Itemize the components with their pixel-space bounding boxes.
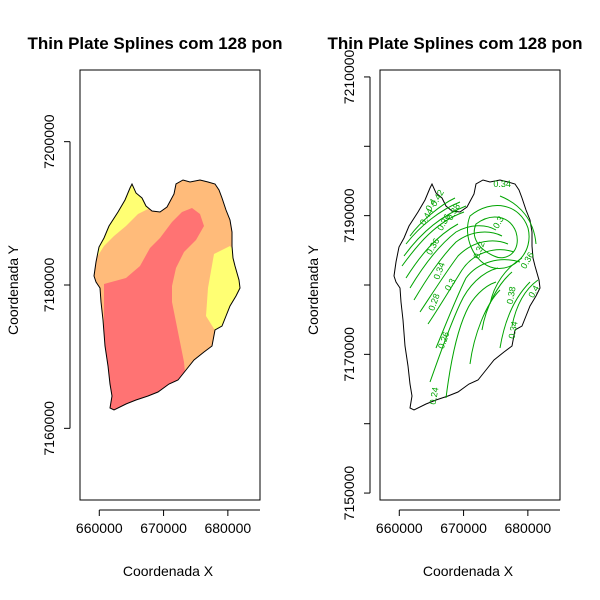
contour-line (473, 216, 518, 259)
contour-label: 0.4 (526, 284, 541, 300)
contour-label: 0.34 (507, 320, 520, 339)
contour-line (499, 195, 537, 245)
panel1-x-axis: 660000 670000 680000 (76, 509, 260, 536)
contour-line (469, 289, 501, 365)
y-tick-label: 7160000 (41, 401, 57, 456)
contour-line (401, 211, 465, 267)
panel1-zones (94, 180, 240, 410)
contour-line (427, 249, 515, 325)
contour-line (445, 281, 497, 399)
contour-line (499, 281, 531, 349)
x-tick-label: 670000 (140, 520, 187, 536)
panel2-contour-lines (401, 195, 539, 399)
panel-contour: Thin Plate Splines com 128 pon 0.340.30.… (305, 34, 583, 579)
panel2-region-outline (393, 179, 541, 411)
contour-line (409, 225, 497, 289)
x-tick-label: 660000 (76, 520, 123, 536)
panel2-title: Thin Plate Splines com 128 pon (327, 34, 582, 53)
contour-label: 0.38 (505, 286, 518, 305)
contour-label: 0.34 (493, 179, 511, 189)
panel1-x-label: Coordenada X (123, 563, 214, 579)
x-tick-label: 670000 (440, 520, 487, 536)
contour-label: 0.28 (426, 292, 441, 312)
y-tick-label: 7180000 (41, 258, 57, 313)
panel1-y-label: Coordenada Y (5, 244, 21, 335)
panel-heatmap: Thin Plate Splines com 128 pon 660000 670… (5, 34, 283, 579)
contour-line (405, 223, 459, 279)
contour-line (435, 259, 521, 349)
contour-label: 0.36 (424, 236, 441, 256)
y-tick-label: 7210000 (341, 49, 357, 104)
contour-line (429, 267, 499, 383)
panel1-y-axis: 7160000 7180000 7200000 (41, 114, 71, 456)
panel2-plot-box (379, 69, 561, 501)
y-tick-label: 7190000 (341, 188, 357, 243)
contour-line (466, 205, 530, 269)
y-tick-label: 7200000 (41, 114, 57, 169)
contour-line (405, 201, 461, 245)
panel1-title: Thin Plate Splines com 128 pon (27, 34, 282, 53)
contour-label: 0.24 (428, 386, 441, 405)
panel1-plot-box (79, 69, 261, 501)
contour-label: 0.3 (443, 277, 458, 293)
panel2-y-label: Coordenada Y (305, 244, 321, 335)
panel1-region-outline (93, 179, 241, 411)
contour-line (419, 240, 509, 313)
contour-line (403, 205, 467, 257)
contour-line (409, 197, 456, 237)
contour-line (413, 231, 503, 301)
x-tick-label: 680000 (504, 520, 551, 536)
contour-line (511, 279, 539, 327)
contour-line (481, 271, 513, 331)
contour-label: 0.26 (436, 330, 451, 350)
x-tick-label: 680000 (204, 520, 251, 536)
x-tick-label: 660000 (376, 520, 423, 536)
contour-line (489, 257, 523, 305)
panel2-y-axis: 7150000 7170000 7190000 7210000 (341, 49, 371, 521)
y-tick-label: 7150000 (341, 466, 357, 521)
panel2-x-label: Coordenada X (423, 563, 514, 579)
contour-label: 0.34 (432, 261, 447, 281)
zone-low (104, 208, 204, 410)
y-tick-label: 7170000 (341, 327, 357, 382)
panel2-x-axis: 660000 670000 680000 (376, 509, 560, 536)
